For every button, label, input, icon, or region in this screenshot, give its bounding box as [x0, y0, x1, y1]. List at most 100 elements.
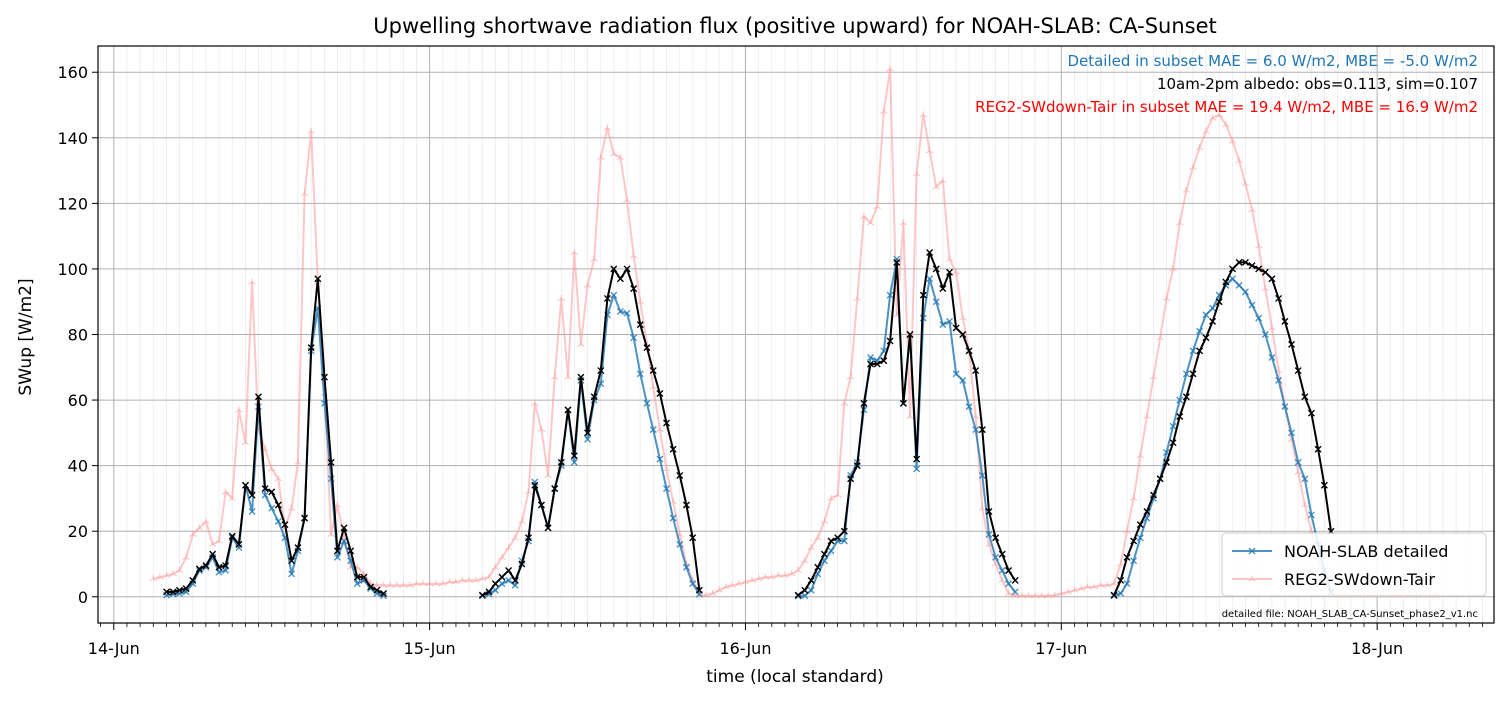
data-point — [202, 562, 210, 570]
data-point — [616, 308, 624, 316]
data-point — [254, 393, 262, 401]
data-point — [656, 455, 664, 463]
data-point — [274, 501, 282, 509]
data-point — [274, 475, 283, 482]
data-point — [175, 586, 183, 594]
data-point — [958, 314, 967, 321]
data-point — [616, 275, 624, 283]
series-line — [166, 277, 384, 595]
data-point — [1275, 294, 1283, 302]
data-point — [827, 494, 835, 502]
data-point — [1050, 591, 1059, 598]
data-point — [985, 530, 993, 538]
data-point — [689, 534, 697, 542]
data-point — [1294, 458, 1302, 466]
data-point — [899, 399, 907, 407]
data-point — [1241, 288, 1249, 296]
data-point — [577, 340, 585, 347]
data-point — [840, 527, 848, 535]
data-point — [754, 575, 763, 582]
data-point — [169, 570, 177, 577]
data-point — [1228, 137, 1237, 144]
data-point — [215, 563, 223, 571]
data-point — [412, 580, 421, 587]
data-point — [564, 373, 572, 380]
data-point — [209, 550, 217, 558]
data-point — [946, 268, 953, 276]
data-point — [373, 586, 381, 594]
data-point — [175, 567, 184, 574]
data-point — [715, 586, 724, 593]
data-point — [1222, 278, 1230, 286]
data-point — [228, 494, 237, 502]
data-point — [1241, 258, 1249, 266]
data-point — [1130, 557, 1138, 565]
data-point — [1235, 281, 1243, 289]
data-point — [1096, 581, 1105, 588]
data-point — [524, 488, 533, 495]
data-point — [1117, 576, 1125, 584]
data-point — [1044, 592, 1052, 599]
data-point — [1143, 412, 1151, 420]
data-point — [998, 550, 1006, 558]
data-point — [880, 357, 888, 365]
data-point — [1209, 304, 1217, 312]
data-point — [1307, 511, 1315, 519]
data-point — [867, 353, 875, 361]
data-point — [1110, 591, 1118, 599]
data-point — [1275, 376, 1283, 384]
data-point — [1301, 501, 1309, 508]
data-point — [676, 540, 684, 548]
data-point — [643, 344, 651, 352]
data-point — [518, 560, 526, 568]
data-point — [1156, 475, 1164, 483]
y-axis-label: SWup [W/m2] — [16, 278, 36, 395]
data-point — [926, 249, 934, 257]
data-point — [163, 588, 171, 596]
data-point — [1288, 429, 1296, 437]
data-point — [597, 153, 605, 161]
data-point — [1215, 298, 1223, 306]
data-point — [767, 573, 776, 580]
data-point — [603, 124, 612, 131]
data-point — [630, 285, 638, 293]
data-point — [1261, 285, 1270, 292]
data-point — [195, 565, 203, 573]
data-point — [735, 580, 743, 587]
data-point — [1123, 580, 1131, 588]
data-point — [801, 586, 809, 594]
data-point — [1156, 334, 1164, 341]
data-point — [1195, 144, 1204, 151]
data-point — [925, 147, 934, 154]
data-point — [347, 547, 355, 555]
data-point — [629, 252, 638, 259]
data-point — [623, 196, 631, 203]
data-point — [551, 485, 559, 493]
data-point — [1136, 452, 1145, 459]
data-point — [610, 291, 618, 299]
data-point — [353, 580, 361, 588]
data-point — [1083, 583, 1092, 590]
y-tick-label: 20 — [68, 522, 88, 541]
data-point — [577, 373, 585, 381]
data-point — [952, 370, 960, 378]
data-point — [1136, 534, 1144, 542]
data-point — [1130, 537, 1138, 545]
data-point — [314, 275, 322, 283]
data-point — [1268, 275, 1276, 283]
data-point — [1202, 334, 1210, 342]
data-point — [807, 544, 815, 551]
data-point — [373, 581, 381, 588]
data-point — [669, 445, 677, 453]
data-point — [550, 373, 559, 380]
x-tick-label: 18-Jun — [1351, 639, 1403, 658]
data-point — [952, 268, 960, 275]
data-point — [432, 580, 441, 587]
data-point — [820, 550, 828, 558]
data-point — [939, 285, 947, 293]
data-point — [505, 576, 513, 584]
data-point — [787, 570, 796, 577]
data-point — [268, 504, 276, 512]
data-point — [169, 588, 177, 596]
data-point — [584, 429, 592, 437]
